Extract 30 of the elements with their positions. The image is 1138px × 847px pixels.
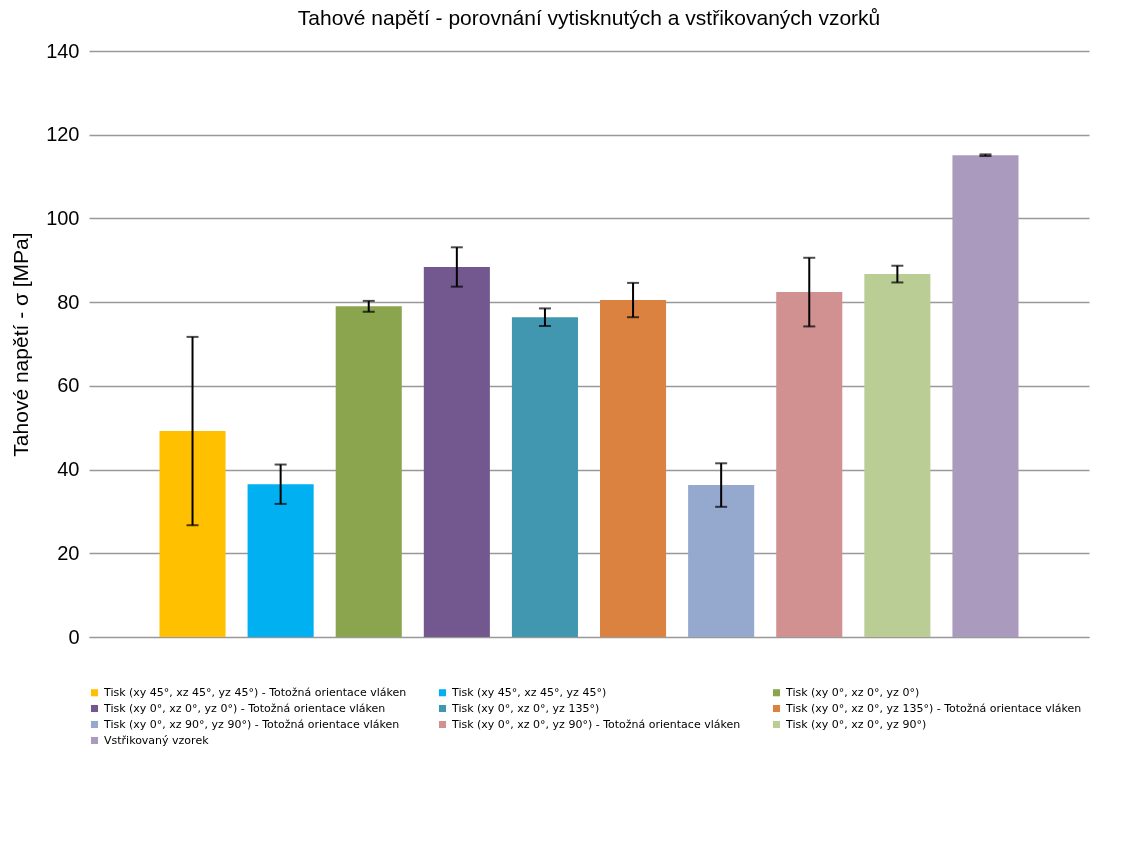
- legend-label: Tisk (xy 0°, xz 0°, yz 135°) - Totožná orientace vláken: [785, 701, 1082, 715]
- legend-label: Tisk (xy 45°, xz 45°, yz 45°): [451, 685, 607, 699]
- bar: [688, 485, 755, 637]
- legend-label: Tisk (xy 0°, xz 0°, yz 135°): [451, 701, 600, 715]
- legend-label: Vstřikovaný vzorek: [104, 733, 210, 747]
- y-tick-label: 140: [46, 39, 80, 62]
- y-axis-title: Tahové napětí - σ [MPa]: [9, 232, 33, 457]
- bar: [159, 431, 226, 637]
- y-tick-label: 80: [57, 290, 80, 313]
- bar: [776, 292, 843, 637]
- y-tick-label: 0: [68, 625, 80, 648]
- y-tick-label: 100: [46, 206, 80, 229]
- bar: [600, 300, 667, 637]
- legend-label: Tisk (xy 45°, xz 45°, yz 45°) - Totožná orientace vláken: [103, 685, 407, 699]
- bar: [864, 274, 931, 637]
- y-tick-label: 60: [57, 374, 80, 397]
- legend-label: Tisk (xy 0°, xz 0°, yz 0°): [785, 685, 920, 699]
- bar: [335, 306, 402, 637]
- legend-label: Tisk (xy 0°, xz 90°, yz 90°) - Totožná orientace vláken: [103, 717, 400, 731]
- y-tick-label: 20: [57, 541, 80, 564]
- bar: [511, 317, 578, 637]
- legend-label: Tisk (xy 0°, xz 0°, yz 90°) - Totožná orientace vláken: [451, 717, 741, 731]
- bar: [423, 266, 490, 637]
- y-tick-label: 120: [46, 123, 80, 146]
- legend-label: Tisk (xy 0°, xz 0°, yz 0°) - Totožná orientace vláken: [103, 701, 386, 715]
- y-tick-label: 40: [57, 458, 80, 481]
- bar: [952, 155, 1019, 637]
- chart-title: Tahové napětí - porovnání vytisknutých a vstřikovaných vzorků: [297, 6, 881, 29]
- bar: [247, 484, 314, 637]
- legend-label: Tisk (xy 0°, xz 0°, yz 90°): [785, 717, 927, 731]
